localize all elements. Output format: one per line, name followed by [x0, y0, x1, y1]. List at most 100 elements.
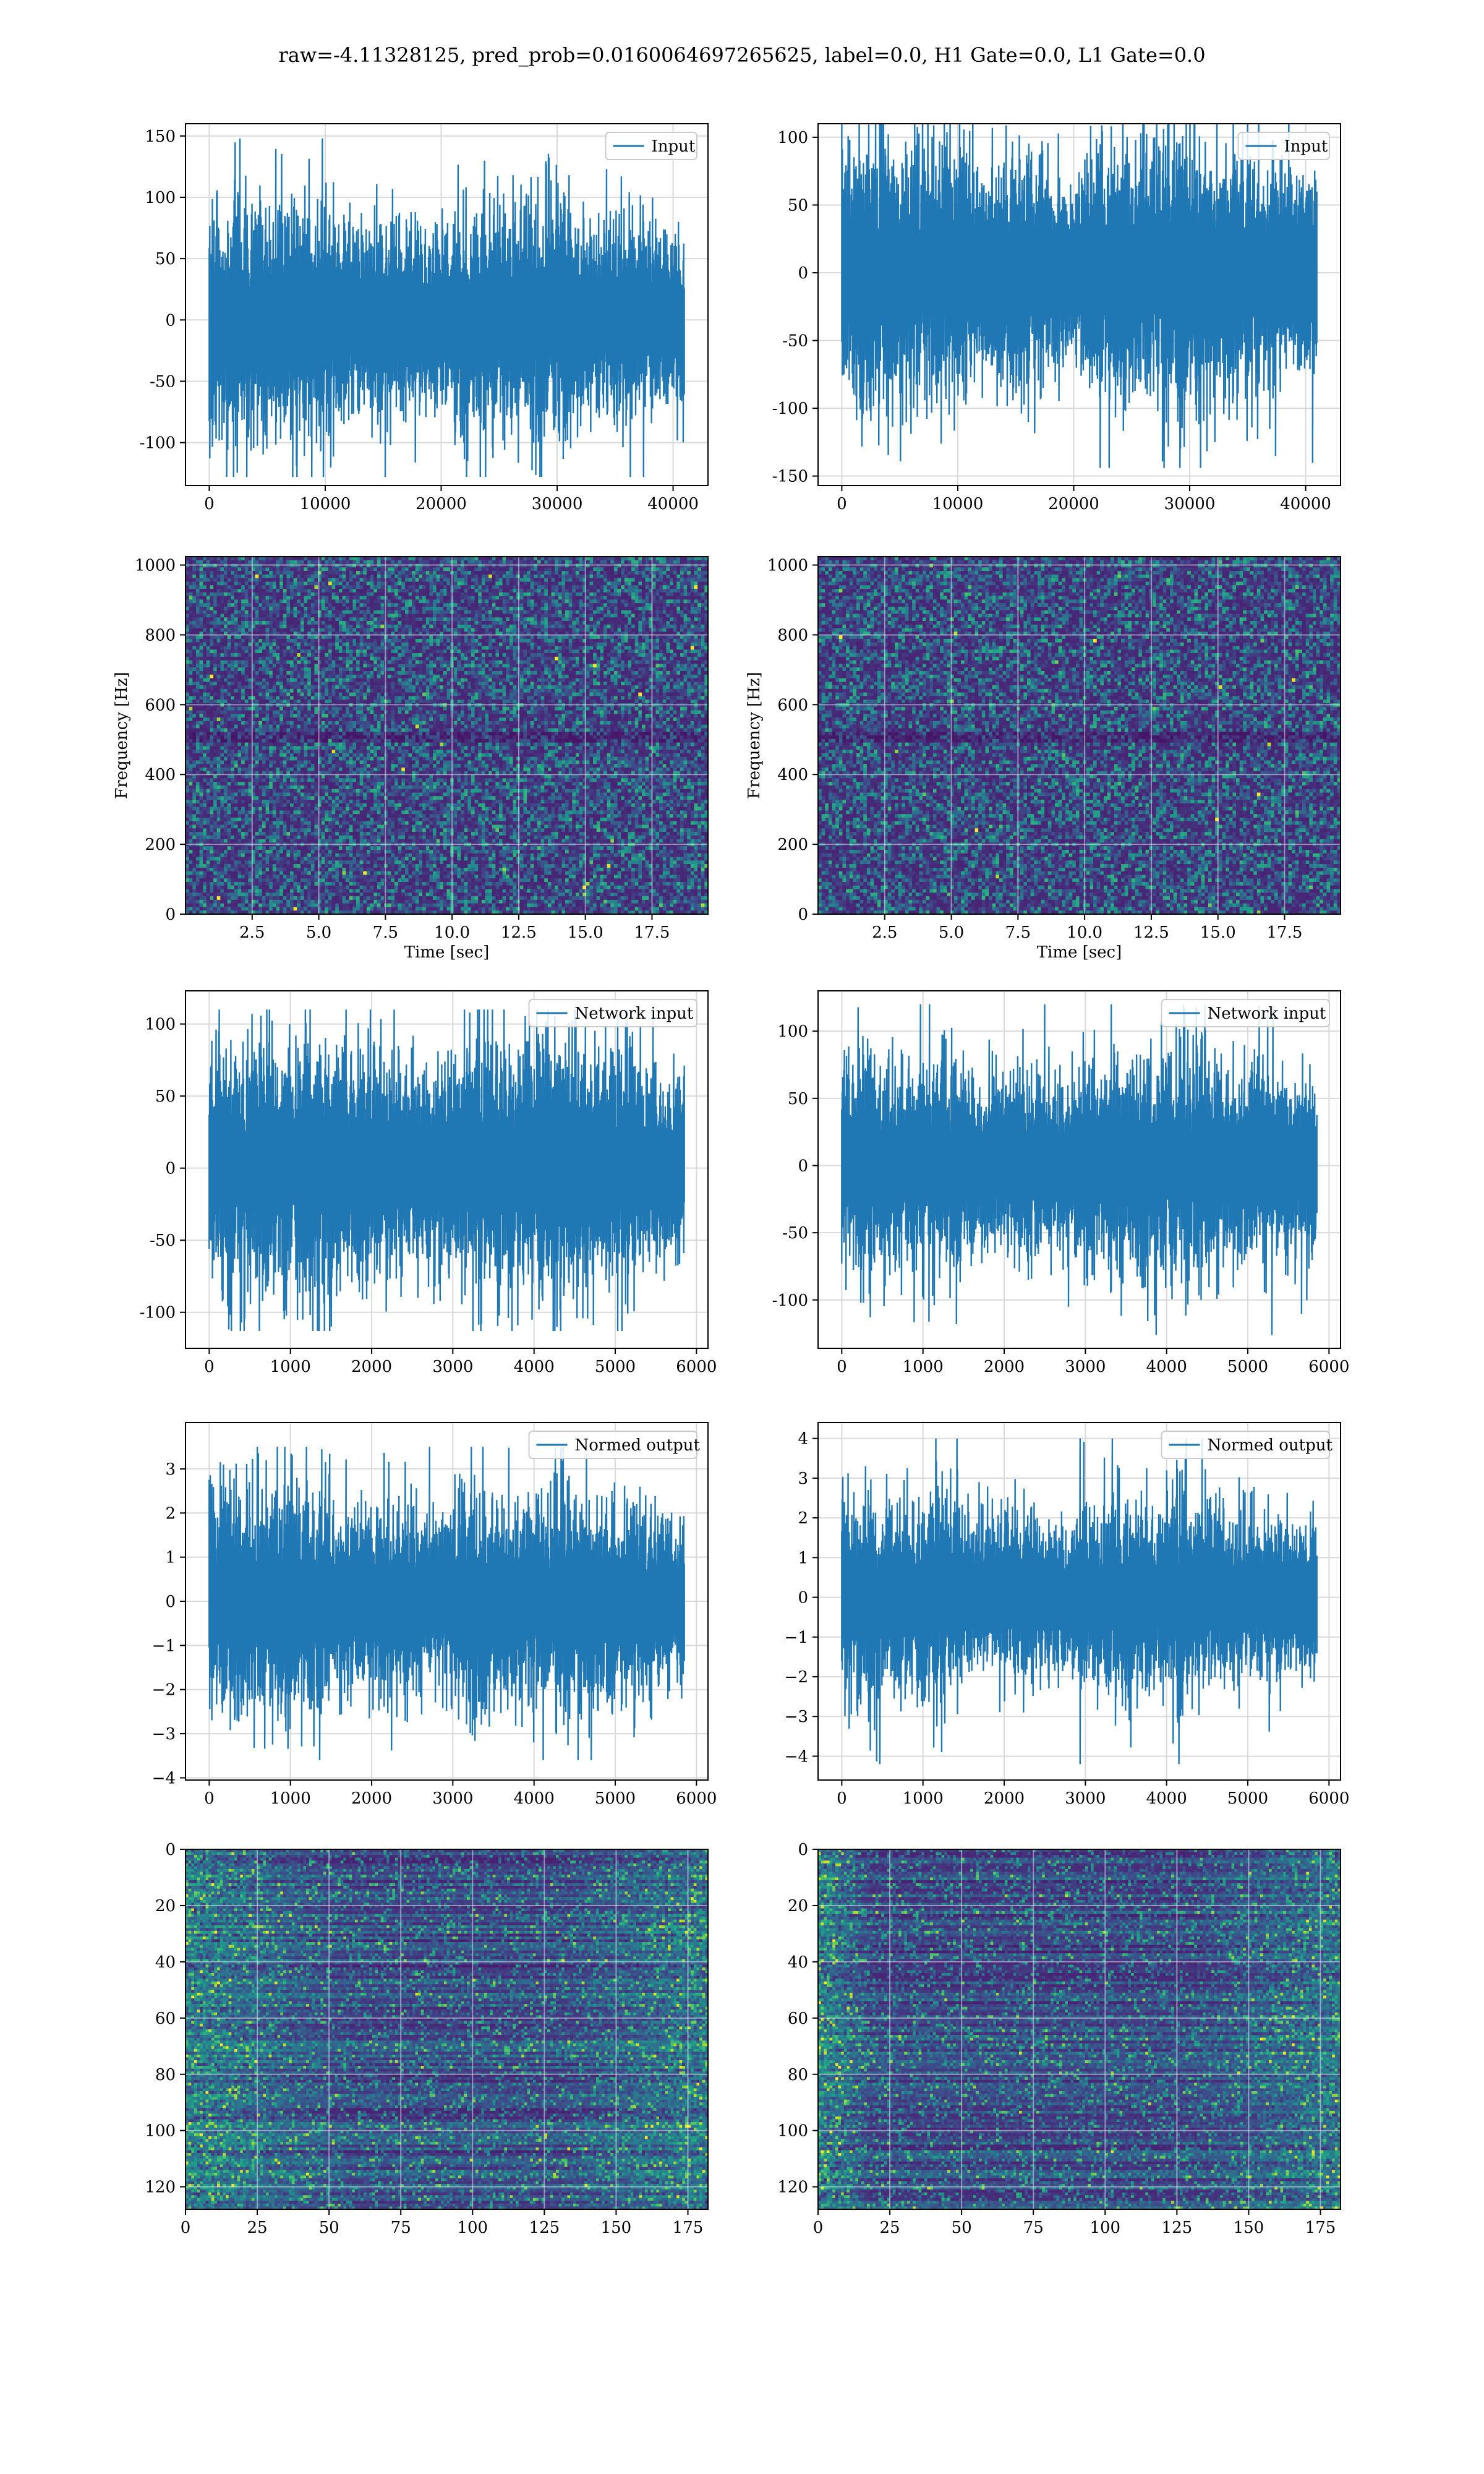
y-tick-label: 3 [165, 1460, 176, 1479]
y-tick-label: 0 [165, 1160, 176, 1178]
y-tick-label: 800 [777, 626, 808, 644]
l1-network-input-legend: Network input [1162, 999, 1330, 1027]
x-tick-label: 5000 [1227, 1358, 1268, 1376]
x-tick-label: 7.5 [1005, 923, 1031, 942]
h1-spectrogram-panel: 2.5 5.0 7.5 10.0 12.5 15.0 17.5020040060080010… [113, 557, 709, 962]
y-tick-label: 2 [165, 1504, 176, 1523]
y-tick-label: 1000 [767, 557, 808, 575]
y-tick-label: 100 [777, 129, 808, 147]
x-tick-label: 50 [952, 2219, 972, 2237]
h1-feature-map-plot-area [186, 1849, 709, 2210]
y-tick-label: −3 [152, 1725, 176, 1744]
y-tick-label: 4 [798, 1430, 808, 1449]
h1-spectrogram-image [186, 557, 709, 915]
x-tick-label: 6000 [676, 1789, 717, 1808]
x-tick-label: 0 [837, 1358, 847, 1376]
y-tick-label: 3 [798, 1470, 808, 1488]
x-tick-label: 175 [1305, 2219, 1336, 2237]
legend-label: Normed output [575, 1436, 701, 1455]
y-tick-label: -100 [140, 1304, 176, 1322]
y-tick-label: 0 [798, 905, 808, 924]
y-tick-label: 1 [798, 1549, 808, 1567]
y-tick-label: 0 [798, 264, 808, 283]
x-tick-label: 2000 [984, 1789, 1025, 1808]
l1-spectrogram-plot-area [818, 557, 1341, 915]
y-tick-label: -100 [772, 1291, 808, 1310]
y-tick-label: −4 [152, 1769, 176, 1787]
x-tick-label: 75 [1023, 2219, 1044, 2237]
x-tick-label: 12.5 [1133, 923, 1169, 942]
y-tick-label: 200 [145, 836, 176, 854]
x-tick-label: 2000 [984, 1358, 1025, 1376]
y-tick-label: -100 [140, 434, 176, 453]
y-axis-label: Frequency [Hz] [745, 672, 764, 799]
y-tick-label: −3 [785, 1708, 808, 1726]
x-tick-label: 15.0 [1200, 923, 1236, 942]
y-tick-label: 150 [145, 127, 176, 146]
x-tick-label: 7.5 [373, 923, 398, 942]
x-tick-label: 0 [204, 1358, 215, 1376]
y-tick-label: 80 [788, 2066, 808, 2084]
x-tick-label: 0 [813, 2219, 824, 2237]
x-tick-label: 15.0 [568, 923, 603, 942]
y-tick-label: −4 [785, 1747, 808, 1766]
x-tick-label: 25 [880, 2219, 900, 2237]
x-tick-label: 3000 [432, 1789, 473, 1808]
legend-label: Network input [575, 1004, 694, 1023]
x-tick-label: 2.5 [239, 923, 265, 942]
x-tick-label: 3000 [1065, 1789, 1106, 1808]
y-tick-label: 600 [145, 696, 176, 714]
y-tick-label: 1 [165, 1549, 176, 1567]
y-tick-label: 40 [155, 1953, 176, 1972]
x-tick-label: 12.5 [501, 923, 537, 942]
x-tick-label: 5.0 [939, 923, 964, 942]
y-tick-label: 100 [777, 1022, 808, 1041]
x-tick-label: 10000 [932, 495, 984, 513]
x-tick-label: 0 [204, 1789, 215, 1808]
y-tick-label: 20 [788, 1897, 808, 1915]
y-tick-label: 100 [777, 2122, 808, 2141]
h1-normed-output-legend: Normed output [529, 1431, 701, 1458]
x-tick-label: 75 [391, 2219, 411, 2237]
l1-normed-output-legend: Normed output [1162, 1431, 1333, 1458]
h1-network-input-legend: Network input [529, 999, 697, 1027]
x-tick-label: 3000 [1065, 1358, 1106, 1376]
y-tick-label: 0 [798, 1841, 808, 1859]
y-tick-label: 200 [777, 836, 808, 854]
x-tick-label: 3000 [432, 1358, 473, 1376]
x-tick-label: 5000 [595, 1789, 636, 1808]
x-tick-label: 5000 [1227, 1789, 1268, 1808]
y-tick-label: −2 [152, 1681, 176, 1700]
l1-spectrogram-image [818, 557, 1341, 915]
x-tick-label: 20000 [1048, 495, 1099, 513]
y-tick-label: -50 [782, 1224, 808, 1243]
x-tick-label: 5.0 [306, 923, 331, 942]
h1-input-legend: Input [606, 132, 697, 160]
x-axis-label: Time [sec] [404, 943, 490, 962]
x-tick-label: 125 [529, 2219, 560, 2237]
y-tick-label: 50 [788, 1090, 808, 1108]
h1-spectrogram-plot-area [186, 557, 709, 915]
y-tick-label: 0 [798, 1157, 808, 1175]
y-tick-label: −2 [785, 1668, 808, 1687]
x-tick-label: 2000 [351, 1789, 392, 1808]
x-tick-label: 1000 [270, 1789, 311, 1808]
x-tick-label: 4000 [1146, 1358, 1187, 1376]
y-tick-label: 80 [155, 2066, 176, 2084]
x-tick-label: 6000 [1308, 1789, 1349, 1808]
x-axis-label: Time [sec] [1037, 943, 1122, 962]
y-tick-label: 120 [145, 2178, 176, 2197]
figure-title: raw=-4.11328125, pred_prob=0.01600646972… [278, 43, 1205, 67]
x-tick-label: 2000 [351, 1358, 392, 1376]
y-tick-label: 100 [145, 189, 176, 207]
legend-label: Input [652, 137, 696, 156]
x-tick-label: 0 [204, 495, 215, 513]
legend-label: Network input [1208, 1004, 1326, 1023]
x-tick-label: 30000 [1164, 495, 1216, 513]
y-tick-label: 1000 [135, 557, 176, 575]
x-tick-label: 10.0 [1067, 923, 1102, 942]
y-tick-label: 60 [155, 2010, 176, 2028]
y-tick-label: −1 [152, 1637, 176, 1655]
y-tick-label: 40 [788, 1953, 808, 1972]
